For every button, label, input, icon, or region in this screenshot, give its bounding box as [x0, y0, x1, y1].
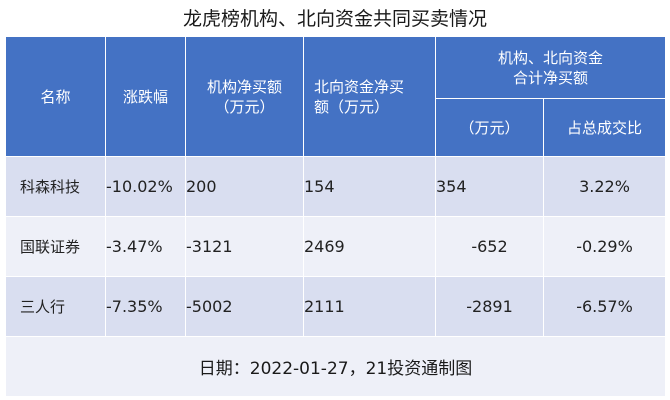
cell-north: 2469 — [303, 216, 436, 277]
footer-note: 日期：2022-01-27，21投资通制图 — [4, 336, 667, 397]
cell-name: 国联证券 — [5, 216, 106, 277]
header-combined-unit: （万元） — [435, 98, 544, 157]
header-combined: 机构、北向资金 合计净买额 — [434, 36, 667, 99]
cell-name: 科森科技 — [5, 156, 106, 217]
table-row: 三人行 -7.35% -5002 2111 -2891 -6.57% — [5, 276, 667, 337]
cell-north: 154 — [303, 156, 436, 217]
table-row: 科森科技 -10.02% 200 154 354 3.22% — [5, 156, 667, 217]
header-inst-line2: （万元） — [214, 97, 275, 116]
header-inst-line1: 机构净买额 — [206, 77, 282, 96]
cell-inst: -3121 — [185, 216, 304, 277]
data-table: 名称 涨跌幅 机构净买额 （万元） 北向资金净买 额（万元） 机构、北向资金 合… — [4, 36, 667, 397]
cell-combined: -652 — [435, 216, 544, 277]
cell-change: -10.02% — [105, 156, 186, 217]
header-name: 名称 — [5, 36, 106, 157]
cell-inst: -5002 — [185, 276, 304, 337]
cell-combined: 354 — [435, 156, 544, 217]
cell-ratio: -0.29% — [542, 216, 667, 277]
header-inst-net: 机构净买额 （万元） — [185, 36, 304, 157]
cell-north: 2111 — [303, 276, 436, 337]
cell-change: -7.35% — [105, 276, 186, 337]
header-combined-line2: 合计净买额 — [513, 68, 589, 87]
page-title: 龙虎榜机构、北向资金共同买卖情况 — [182, 8, 487, 30]
header-north-net: 北向资金净买 额（万元） — [303, 36, 436, 157]
header-combined-line1: 机构、北向资金 — [498, 48, 604, 67]
header-ratio: 占总成交比 — [542, 98, 667, 157]
cell-inst: 200 — [185, 156, 304, 217]
header-north-line2: 额（万元） — [314, 97, 390, 116]
cell-change: -3.47% — [105, 216, 186, 277]
cell-name: 三人行 — [5, 276, 106, 337]
cell-ratio: -6.57% — [542, 276, 667, 337]
header-change: 涨跌幅 — [105, 36, 186, 157]
table-row: 国联证券 -3.47% -3121 2469 -652 -0.29% — [5, 216, 667, 277]
header-north-line1: 北向资金净买 — [314, 77, 405, 96]
cell-ratio: 3.22% — [542, 156, 667, 217]
cell-combined: -2891 — [435, 276, 544, 337]
